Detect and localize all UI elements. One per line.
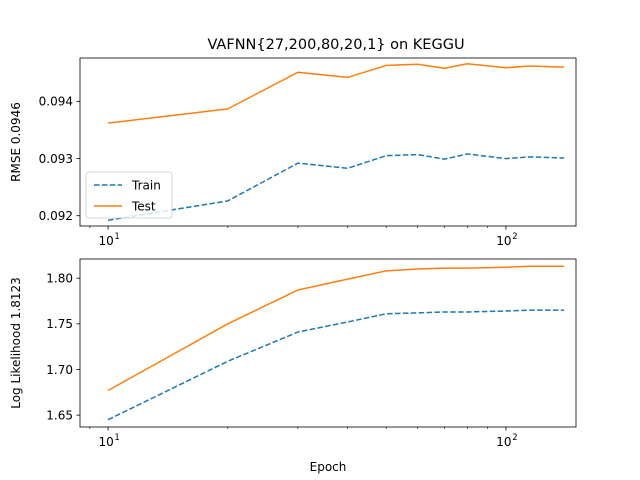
legend-label-test: Test xyxy=(131,200,156,214)
series-line-train xyxy=(107,153,565,222)
x-tick-exponent: 1 xyxy=(114,433,119,443)
x-tick-exponent: 1 xyxy=(114,232,119,242)
x-tick-label: 10 xyxy=(98,234,113,248)
x-tick-exponent: 2 xyxy=(512,232,517,242)
y-tick-label: 0.093 xyxy=(39,152,73,166)
x-tick-label: 10 xyxy=(496,435,511,449)
y-tick-label: 0.092 xyxy=(39,209,73,223)
series-line-train xyxy=(107,309,565,421)
y-tick-label: 1.70 xyxy=(46,363,73,377)
legend: Train Test xyxy=(85,171,173,219)
x-tick-exponent: 2 xyxy=(512,433,517,443)
series-line-test xyxy=(107,62,565,124)
chart-title: VAFNN{27,200,80,20,1} on KEGGU xyxy=(207,37,464,53)
legend-label-train: Train xyxy=(131,179,161,193)
axes-frame xyxy=(79,57,577,227)
x-tick-label: 10 xyxy=(496,234,511,248)
y-tick-label: 1.65 xyxy=(46,408,73,422)
y-tick-label: 0.094 xyxy=(39,95,73,109)
y-tick-label: 1.75 xyxy=(46,317,73,331)
axes-frame xyxy=(79,258,577,428)
y-axis-label: Log Likelihood 1.8123 xyxy=(9,277,23,409)
y-axis-label: RMSE 0.0946 xyxy=(9,102,23,182)
x-axis-label: Epoch xyxy=(310,460,347,474)
series-line-test xyxy=(107,265,565,392)
y-tick-label: 1.80 xyxy=(46,271,73,285)
x-tick-label: 10 xyxy=(98,435,113,449)
